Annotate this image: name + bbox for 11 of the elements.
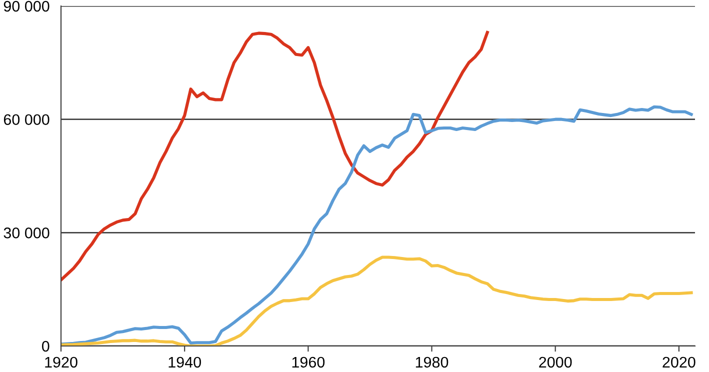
x-tick-label: 1920 — [45, 356, 78, 368]
y-tick-label: 0 — [42, 340, 50, 352]
y-tick-label: 30 000 — [4, 228, 50, 238]
x-tick-label: 1960 — [292, 356, 325, 368]
y-tick-label: 90 000 — [4, 0, 50, 12]
x-tick-label: 2000 — [539, 356, 572, 368]
x-tick-label: 1980 — [416, 356, 448, 368]
x-tick-label: 2020 — [662, 356, 696, 368]
x-tick-label: 1940 — [168, 356, 201, 368]
line-series — [61, 30, 489, 282]
y-tick-label: 60 000 — [4, 114, 50, 126]
